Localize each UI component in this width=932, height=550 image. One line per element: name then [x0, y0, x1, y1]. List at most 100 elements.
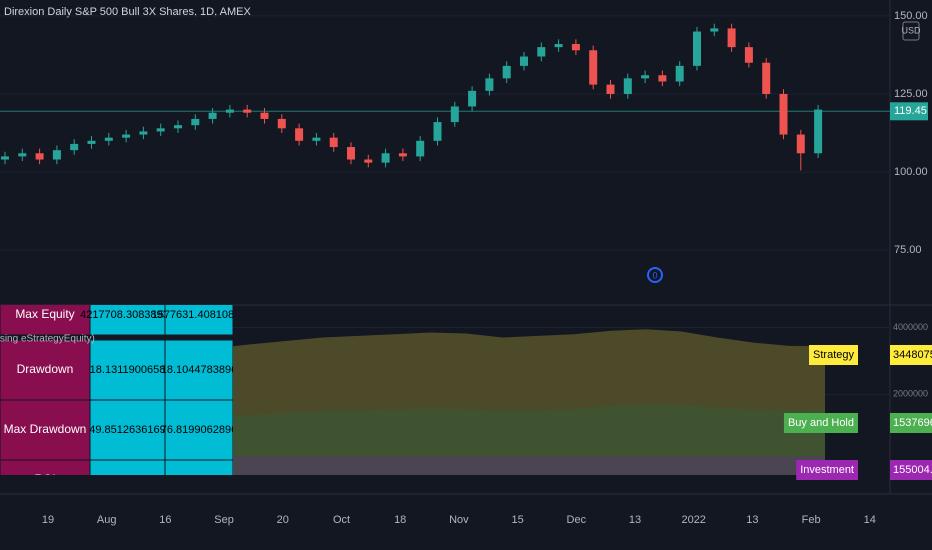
- candle-body: [312, 137, 321, 141]
- table-text: 1577631.40810897: [152, 309, 247, 321]
- currency-box[interactable]: [902, 21, 920, 41]
- candle-body: [329, 137, 338, 148]
- table-text: 76.8199062896: [161, 424, 237, 436]
- table-cell: [0, 459, 91, 475]
- time-label: 16: [159, 514, 171, 526]
- legend-name: Buy and Hold: [788, 417, 854, 429]
- candle-body: [277, 118, 286, 129]
- time-label: Aug: [97, 514, 117, 526]
- event-icon[interactable]: [647, 267, 663, 283]
- table-cell: [89, 459, 166, 475]
- time-label: Feb: [802, 514, 821, 526]
- time-label: Sep: [214, 514, 234, 526]
- table-text: 49.8512636169: [89, 424, 165, 436]
- indicator-title: Historical Range (Using eStrategyEquity): [0, 334, 95, 345]
- table-text: Max Drawdown: [4, 422, 87, 436]
- time-label: 2022: [681, 514, 705, 526]
- candle-body: [364, 159, 373, 163]
- legend-name-box: [783, 413, 858, 433]
- symbol-title: Direxion Daily S&P 500 Bull 3X Shares, 1…: [4, 6, 251, 18]
- candle-body: [191, 118, 200, 126]
- candle-body: [243, 109, 252, 113]
- indicator-tick-label: 4000000: [893, 322, 928, 332]
- legend-value-box: [890, 413, 932, 433]
- table-cell: [0, 305, 91, 336]
- indicator-tick-label: 2000000: [893, 389, 928, 399]
- candle-body: [174, 125, 182, 129]
- candle-body: [87, 140, 96, 144]
- candle-body: [381, 153, 390, 163]
- candle-body: [744, 47, 753, 63]
- legend-value: 1537696.04: [893, 417, 932, 429]
- legend-value: 155004.49: [893, 464, 932, 476]
- candle-body: [537, 47, 546, 57]
- time-label: 18: [394, 514, 406, 526]
- price-tick-label: 100.00: [894, 166, 928, 178]
- candle-body: [554, 44, 563, 48]
- candle-body: [762, 62, 771, 94]
- candle-body: [589, 50, 598, 85]
- table-text: ROI: [34, 472, 55, 486]
- candle-body: [35, 153, 44, 160]
- candle-body: [623, 78, 632, 94]
- candle-body: [641, 75, 650, 79]
- table-text: 18.1311900658: [90, 364, 166, 376]
- table-text: 2274.5007179815: [83, 474, 172, 486]
- legend-value-box: [890, 345, 932, 365]
- candle-body: [208, 112, 217, 119]
- candle-body: [398, 153, 407, 157]
- table-cell: [164, 305, 233, 336]
- price-tick-label: 75.00: [894, 244, 922, 256]
- time-label: 13: [629, 514, 641, 526]
- price-tick-label: 125.00: [894, 88, 928, 100]
- table-text: 18.1044783896: [161, 364, 237, 376]
- time-label: 20: [277, 514, 289, 526]
- candle-body: [139, 131, 148, 135]
- candle-body: [727, 28, 736, 48]
- table-cell: [89, 399, 166, 461]
- candle-body: [347, 147, 355, 160]
- legend-name: Strategy: [813, 349, 854, 361]
- candle-body: [796, 134, 805, 154]
- time-label: 13: [746, 514, 758, 526]
- candle-body: [1, 156, 9, 160]
- time-label: 15: [511, 514, 523, 526]
- candle-body: [675, 65, 684, 82]
- table-cell: [164, 339, 233, 401]
- time-label: Nov: [449, 514, 469, 526]
- candle-body: [485, 78, 494, 91]
- table-cell: [89, 339, 166, 401]
- candle-body: [260, 112, 269, 119]
- legend-value-box: [890, 460, 932, 480]
- last-price-label: 119.45: [894, 105, 927, 117]
- candle-body: [225, 109, 234, 113]
- legend-name-box: [796, 460, 858, 480]
- price-tick-label: 150.00: [894, 10, 928, 22]
- candle-body: [70, 143, 79, 151]
- candle-body: [18, 153, 27, 157]
- event-icon-glyph: 0: [652, 270, 657, 280]
- candle-body: [416, 140, 425, 157]
- candle-body: [710, 28, 719, 32]
- last-price-box: [890, 102, 928, 121]
- candle-body: [693, 31, 701, 66]
- candle-body: [606, 84, 615, 94]
- legend-name-box: [809, 345, 858, 365]
- candle-body: [520, 56, 528, 66]
- time-label: Dec: [567, 514, 587, 526]
- candle-body: [468, 90, 477, 107]
- table-text: 4217708.30838931: [80, 309, 175, 321]
- candle-body: [779, 93, 788, 135]
- table-cell: [164, 459, 233, 475]
- candle-body: [658, 75, 667, 82]
- candle-body: [450, 106, 459, 123]
- legend-value: 3448075.69: [893, 349, 932, 361]
- candle-body: [104, 137, 113, 141]
- candle-body: [295, 128, 304, 141]
- candle-body: [52, 150, 61, 160]
- candle-body: [502, 65, 511, 79]
- time-label: 14: [864, 514, 876, 526]
- table-text: Max Equity: [15, 307, 74, 321]
- candle-body: [571, 44, 580, 51]
